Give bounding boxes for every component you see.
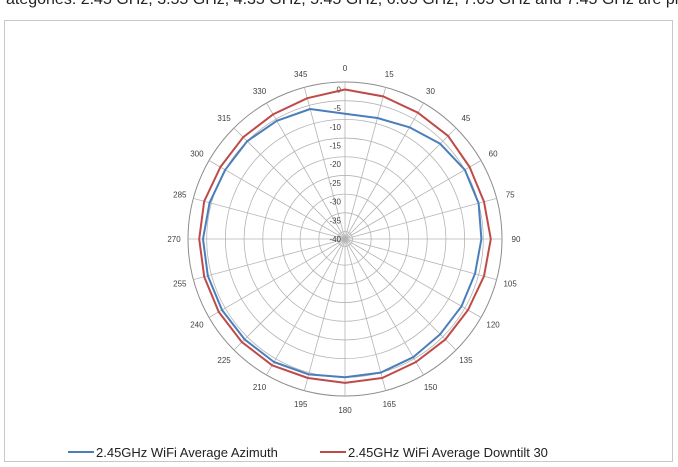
angle-tick-label: 285 — [173, 191, 187, 200]
legend-swatch-downtilt — [320, 451, 346, 453]
polar-grid — [187, 81, 503, 397]
angle-tick-label: 45 — [461, 114, 470, 123]
grid-spoke — [208, 238, 346, 318]
grid-spoke — [303, 238, 346, 391]
angle-tick-label: 15 — [385, 70, 394, 79]
grid-spoke — [266, 238, 346, 376]
legend-item-azimuth: 2.45GHz WiFi Average Azimuth — [68, 444, 278, 460]
angle-tick-label: 0 — [343, 64, 348, 73]
caption-strip: ategories: 2.45 GHz, 3.55 GHz, 4.35 GHz,… — [0, 0, 678, 22]
grid-spoke — [344, 238, 497, 281]
angle-tick-label: 210 — [253, 383, 267, 392]
angle-tick-label: 75 — [506, 191, 515, 200]
radial-tick-label: -35 — [329, 216, 341, 225]
radial-tick-labels: 0-5-10-15-20-25-30-35-40 — [329, 85, 341, 244]
angle-tick-label: 345 — [294, 70, 308, 79]
radial-tick-label: -40 — [329, 235, 341, 244]
grid-spoke — [344, 238, 424, 376]
radial-tick-label: -15 — [329, 142, 341, 151]
angle-tick-label: 120 — [486, 321, 500, 330]
angle-tick-label: 240 — [190, 321, 204, 330]
grid-spoke — [344, 160, 482, 240]
grid-spoke — [193, 238, 346, 281]
angle-tick-label: 315 — [217, 114, 231, 123]
grid-spoke — [344, 102, 424, 240]
angle-tick-label: 270 — [167, 235, 181, 244]
angle-tick-label: 30 — [426, 87, 435, 96]
angle-tick-label: 165 — [383, 400, 397, 409]
radial-tick-label: -20 — [329, 160, 341, 169]
grid-spoke — [208, 160, 346, 240]
angle-tick-label: 195 — [294, 400, 308, 409]
radial-tick-label: -25 — [329, 179, 341, 188]
grid-spoke — [344, 238, 387, 391]
radial-tick-label: -30 — [329, 198, 341, 207]
angle-tick-label: 180 — [338, 406, 352, 415]
angle-tick-label: 255 — [173, 279, 187, 288]
legend-swatch-azimuth — [68, 451, 94, 453]
angle-tick-label: 150 — [424, 383, 438, 392]
legend: 2.45GHz WiFi Average Azimuth 2.45GHz WiF… — [0, 440, 678, 464]
grid-spoke — [266, 102, 346, 240]
radial-tick-label: -10 — [329, 123, 341, 132]
angle-tick-label: 105 — [503, 279, 517, 288]
legend-label-downtilt: 2.45GHz WiFi Average Downtilt 30 — [348, 444, 548, 460]
grid-spoke — [303, 87, 346, 240]
angle-tick-label: 330 — [253, 87, 267, 96]
grid-spoke — [233, 238, 346, 351]
grid-spoke — [344, 127, 457, 240]
angle-tick-label: 90 — [512, 235, 521, 244]
grid-spoke — [344, 238, 457, 351]
polar-chart: 0 -5 -10 -15 -20 -25 -30 -35 -40 015304560759010… — [167, 64, 521, 415]
angle-tick-label: 225 — [217, 356, 231, 365]
angle-tick-label: 135 — [459, 356, 473, 365]
grid-spoke — [344, 197, 497, 240]
series-lines — [198, 88, 492, 384]
legend-label-azimuth: 2.45GHz WiFi Average Azimuth — [96, 444, 278, 460]
angle-tick-label: 300 — [190, 150, 204, 159]
legend-item-downtilt: 2.45GHz WiFi Average Downtilt 30 — [320, 444, 548, 460]
angle-tick-labels: 0 15 30 45 60 75 90 105 120 135 150 165 180 195 210 225… — [167, 64, 521, 415]
grid-spoke — [344, 87, 387, 240]
radial-tick-label: -5 — [334, 104, 342, 113]
grid-spoke — [233, 127, 346, 240]
grid-spoke — [344, 238, 482, 318]
angle-tick-label: 60 — [489, 150, 498, 159]
grid-spoke — [193, 197, 346, 240]
caption-text: ategories: 2.45 GHz, 3.55 GHz, 4.35 GHz,… — [6, 0, 678, 9]
